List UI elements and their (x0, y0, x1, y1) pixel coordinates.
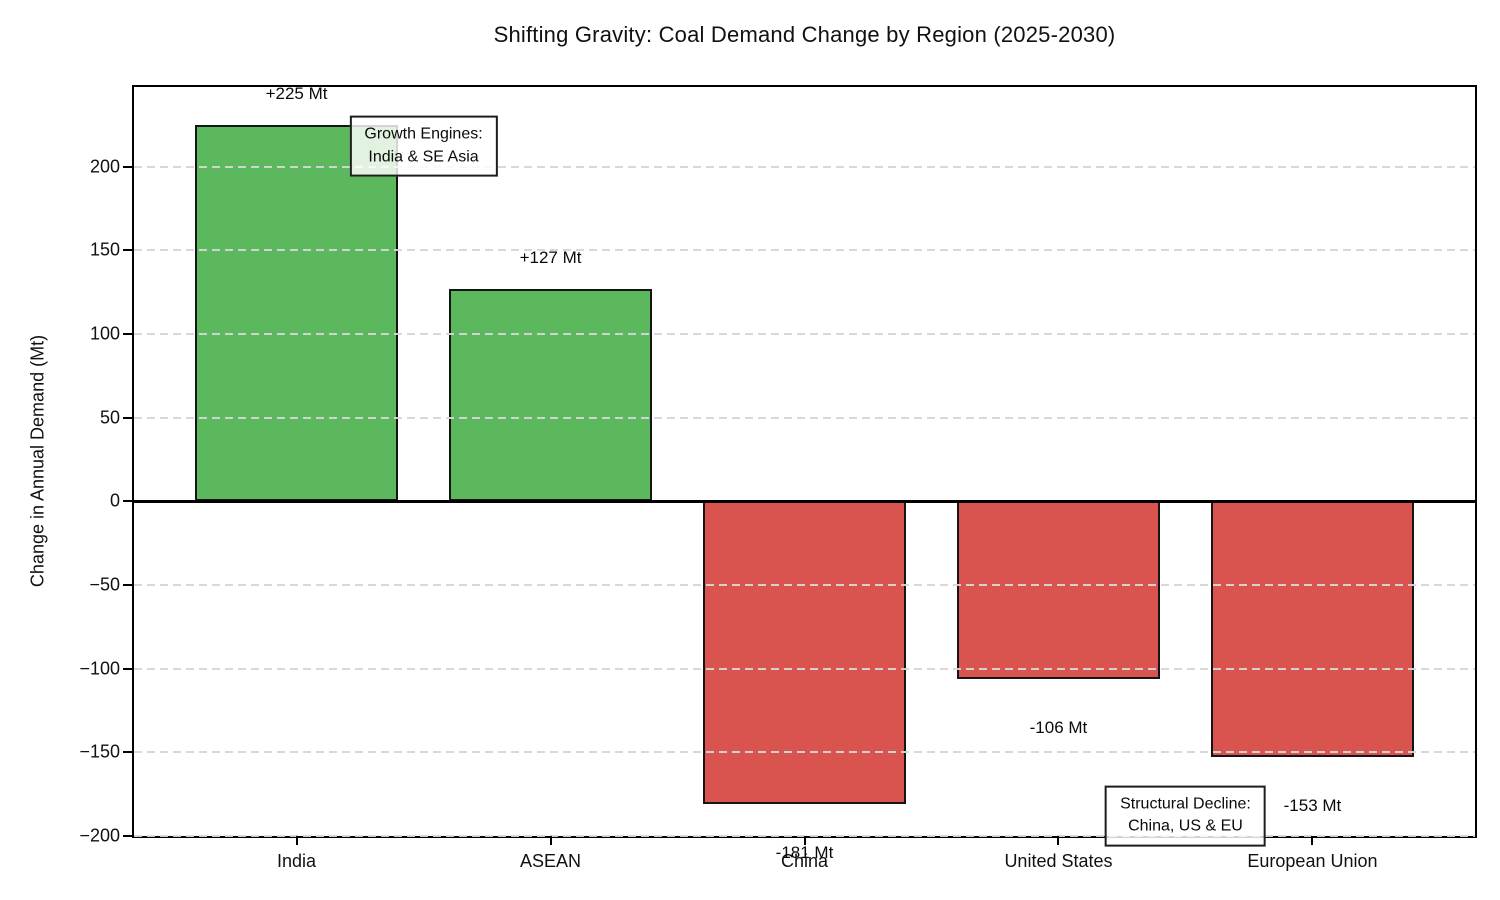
zero-line (134, 500, 1475, 503)
value-label-united-states: -106 Mt (1029, 717, 1088, 737)
x-tick-mark (549, 836, 552, 845)
plot-area: −200 −150 −100 −50 0 50 100 150 200 India ASEAN Chi… (79, 83, 1477, 871)
gridline (134, 332, 1475, 335)
gridline (134, 667, 1475, 670)
y-tick-mark (123, 416, 132, 419)
gridline (134, 583, 1475, 586)
y-tick-label: −150 (79, 741, 120, 762)
y-tick-label: 0 (109, 490, 120, 511)
value-label-asean: +127 Mt (519, 247, 582, 267)
y-tick-label: 50 (99, 407, 120, 428)
value-label-european-union: -153 Mt (1283, 796, 1342, 816)
annotation-decline: Structural Decline: China, US & EU (1105, 785, 1266, 847)
x-tick-mark (1057, 836, 1060, 845)
y-tick-mark (123, 332, 132, 335)
x-tick-label-european-union: European Union (1247, 851, 1378, 871)
y-tick-label: 150 (89, 239, 120, 260)
x-tick-label-asean: ASEAN (520, 851, 582, 871)
annotation-growth-line2: India & SE Asia (368, 148, 479, 166)
y-tick-mark (123, 583, 132, 586)
x-tick-mark (1311, 836, 1314, 845)
gridline (134, 751, 1475, 754)
gridline (134, 416, 1475, 419)
x-tick-mark (295, 836, 298, 845)
y-tick-label: −200 (79, 825, 120, 846)
y-tick-label: −100 (79, 658, 120, 679)
bar-india (194, 124, 399, 502)
bar-asean (448, 288, 653, 502)
gridline (134, 165, 1475, 168)
y-tick-mark (123, 835, 132, 837)
y-tick-label: −50 (89, 574, 120, 595)
x-tick-mark (803, 836, 806, 845)
y-tick-label: 200 (89, 156, 120, 176)
annotation-growth: Growth Engines: India & SE Asia (349, 116, 498, 177)
bar-china (702, 501, 907, 805)
value-label-india: +225 Mt (265, 83, 328, 103)
gridline (134, 249, 1475, 252)
annotation-decline-line1: Structural Decline: (1120, 795, 1251, 813)
x-tick-label-china: China (780, 851, 829, 871)
y-tick-mark (123, 249, 132, 252)
bar-european-union (1210, 501, 1415, 758)
y-tick-mark (123, 751, 132, 754)
bar-united-states (956, 501, 1161, 679)
annotation-growth-line1: Growth Engines: (364, 126, 483, 144)
annotation-decline-line2: China, US & EU (1128, 817, 1243, 835)
y-tick-label: 100 (89, 323, 120, 344)
x-tick-label-united-states: United States (1004, 851, 1113, 871)
y-tick-mark (123, 165, 132, 168)
value-label-china: -181 Mt (775, 843, 834, 863)
y-axis-label: Change in Annual Demand (Mt) (27, 334, 48, 588)
chart-title: Shifting Gravity: Coal Demand Change by … (493, 22, 1116, 47)
y-tick-mark (123, 667, 132, 670)
y-tick-mark (123, 500, 132, 503)
x-tick-label-india: India (277, 851, 317, 871)
